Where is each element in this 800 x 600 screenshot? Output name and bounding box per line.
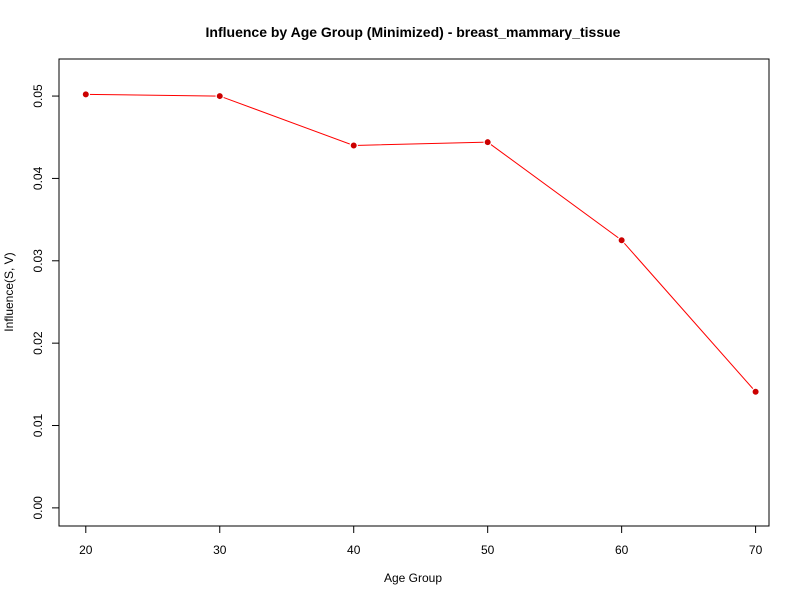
y-axis-label: Influence(S, V) — [2, 252, 16, 331]
x-tick-label: 60 — [615, 543, 629, 557]
data-point — [81, 90, 90, 99]
y-axis: 0.00 0.01 0.02 0.03 0.04 0.05 — [31, 84, 60, 520]
data-point — [751, 387, 760, 396]
data-point — [483, 137, 492, 147]
x-tick-label: 70 — [749, 543, 763, 557]
y-tick-label: 0.04 — [31, 166, 45, 190]
x-axis-label: Age Group — [384, 571, 442, 585]
data-point — [215, 91, 224, 101]
x-axis: 20 30 40 50 60 70 — [79, 525, 763, 557]
data-point — [617, 235, 626, 245]
y-tick-label: 0.01 — [31, 414, 45, 438]
series-line — [85, 93, 756, 393]
chart-title: Influence by Age Group (Minimized) - bre… — [206, 24, 621, 40]
data-point — [349, 141, 358, 150]
y-tick-label: 0.02 — [31, 331, 45, 355]
x-tick-label: 30 — [213, 543, 227, 557]
x-tick-label: 40 — [347, 543, 361, 557]
y-tick-label: 0.00 — [31, 496, 45, 520]
x-tick-label: 20 — [79, 543, 93, 557]
y-tick-label: 0.05 — [31, 84, 45, 108]
series-layer — [81, 90, 760, 396]
x-tick-label: 50 — [481, 543, 495, 557]
plot-frame — [58, 58, 770, 527]
y-tick-label: 0.03 — [31, 249, 45, 273]
